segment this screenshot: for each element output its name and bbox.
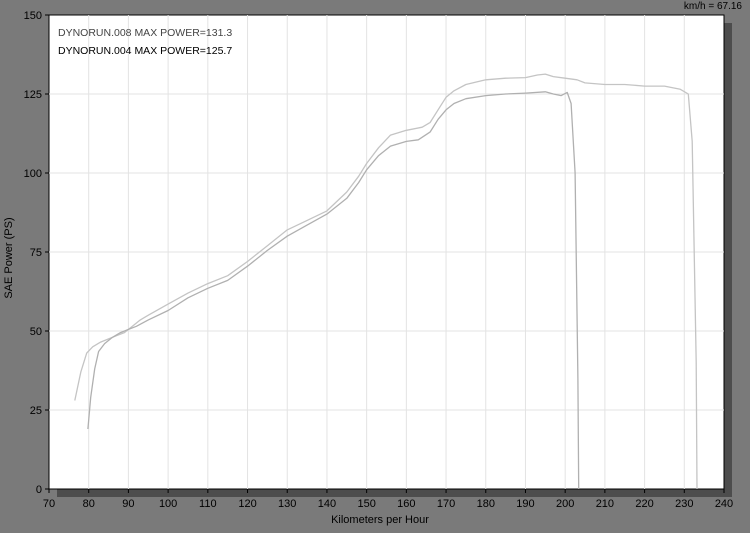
x-tick-label: 70 [43,498,55,510]
x-tick-label: 140 [318,498,336,510]
x-tick-label: 100 [159,498,177,510]
x-tick-label: 160 [397,498,415,510]
y-axis-label: SAE Power (PS) [3,217,15,298]
x-tick-label: 230 [675,498,693,510]
series-line-dynorun-008 [74,73,698,490]
x-tick-label: 90 [122,498,134,510]
x-tick-label: 130 [278,498,296,510]
y-tick-label: 100 [24,168,42,180]
y-tick-label: 150 [24,10,42,22]
series-line-dynorun-004 [87,91,580,490]
x-axis-label: Kilometers per Hour [331,514,429,526]
x-tick-label: 170 [437,498,455,510]
x-tick-label: 210 [596,498,614,510]
speed-readout: km/h = 67.16 [684,1,743,12]
y-tick-label: 75 [30,247,42,259]
axes: 70 80 90 100 110 120 130 140 150 160 170 180 190 200 2… [24,10,734,510]
x-tick-label: 110 [199,498,217,510]
legend-entry: DYNORUN.008 MAX POWER=131.3 [58,27,232,39]
legend-entry: DYNORUN.004 MAX POWER=125.7 [58,45,232,57]
x-tick-label: 180 [477,498,495,510]
grid [49,15,724,489]
x-tick-label: 220 [635,498,653,510]
y-tick-label: 125 [24,89,42,101]
y-tick-label: 50 [30,326,42,338]
x-tick-label: 80 [83,498,95,510]
legend: DYNORUN.008 MAX POWER=131.3 DYNORUN.004 M… [58,27,232,57]
series-lines [74,73,698,490]
x-tick-label: 150 [357,498,375,510]
x-tick-label: 240 [715,498,733,510]
y-tick-label: 25 [30,405,42,417]
x-tick-label: 200 [556,498,574,510]
y-tick-label: 0 [36,484,42,496]
x-tick-label: 120 [238,498,256,510]
x-tick-label: 190 [516,498,534,510]
